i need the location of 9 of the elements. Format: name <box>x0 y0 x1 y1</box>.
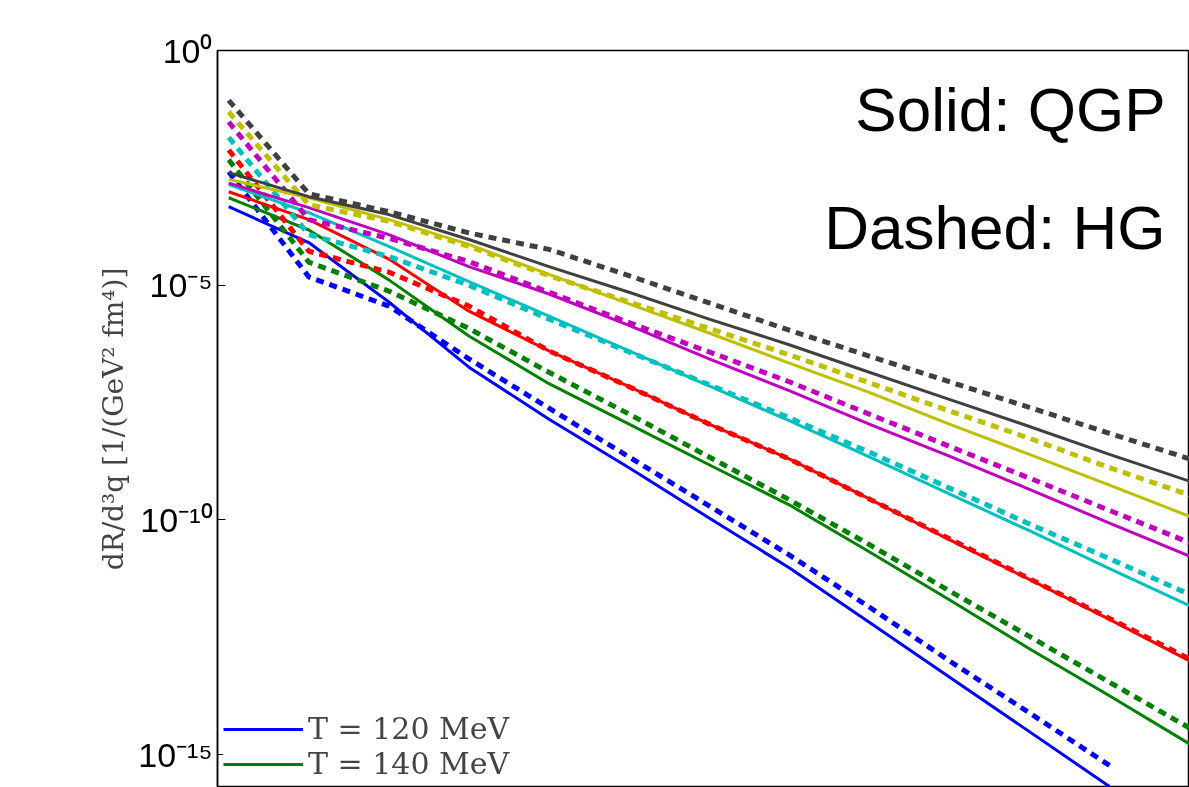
legend-label: T = 120 MeV <box>308 711 510 746</box>
y-tick-label: 10⁰ <box>162 31 213 70</box>
annotation: Dashed: HG <box>824 192 1166 262</box>
y-tick-label: 10⁻⁵ <box>149 266 213 305</box>
y-tick-label: 10⁻¹⁵ <box>138 735 213 774</box>
y-axis-title: dR/d³q [1/(GeV² fm⁴)] <box>97 267 131 571</box>
legend-label: T = 140 MeV <box>308 746 510 781</box>
annotation: Solid: QGP <box>855 74 1166 144</box>
y-tick-label: 10⁻¹⁰ <box>140 500 213 539</box>
